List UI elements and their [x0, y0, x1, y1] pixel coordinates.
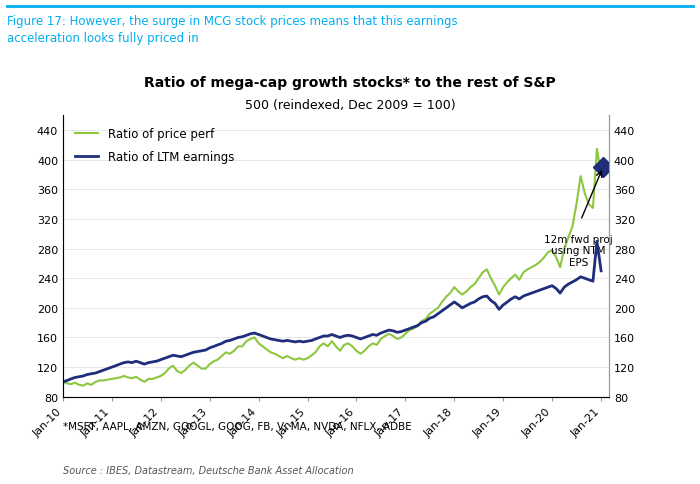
Text: 12m fwd proj
using NTM
EPS: 12m fwd proj using NTM EPS	[544, 234, 612, 268]
Text: Figure 17: However, the surge in MCG stock prices means that this earnings
accel: Figure 17: However, the surge in MCG sto…	[7, 15, 458, 45]
Text: Ratio of mega-cap growth stocks* to the rest of S&P: Ratio of mega-cap growth stocks* to the …	[144, 76, 556, 90]
Text: Source : IBES, Datastream, Deutsche Bank Asset Allocation: Source : IBES, Datastream, Deutsche Bank…	[63, 465, 354, 475]
Legend: Ratio of price perf, Ratio of LTM earnings: Ratio of price perf, Ratio of LTM earnin…	[69, 122, 240, 169]
Text: *MSFT, AAPL, AMZN, GOOGL, GOOG, FB, V, MA, NVDA, NFLX, ADBE: *MSFT, AAPL, AMZN, GOOGL, GOOG, FB, V, M…	[63, 421, 412, 431]
Text: 500 (reindexed, Dec 2009 = 100): 500 (reindexed, Dec 2009 = 100)	[245, 98, 455, 111]
